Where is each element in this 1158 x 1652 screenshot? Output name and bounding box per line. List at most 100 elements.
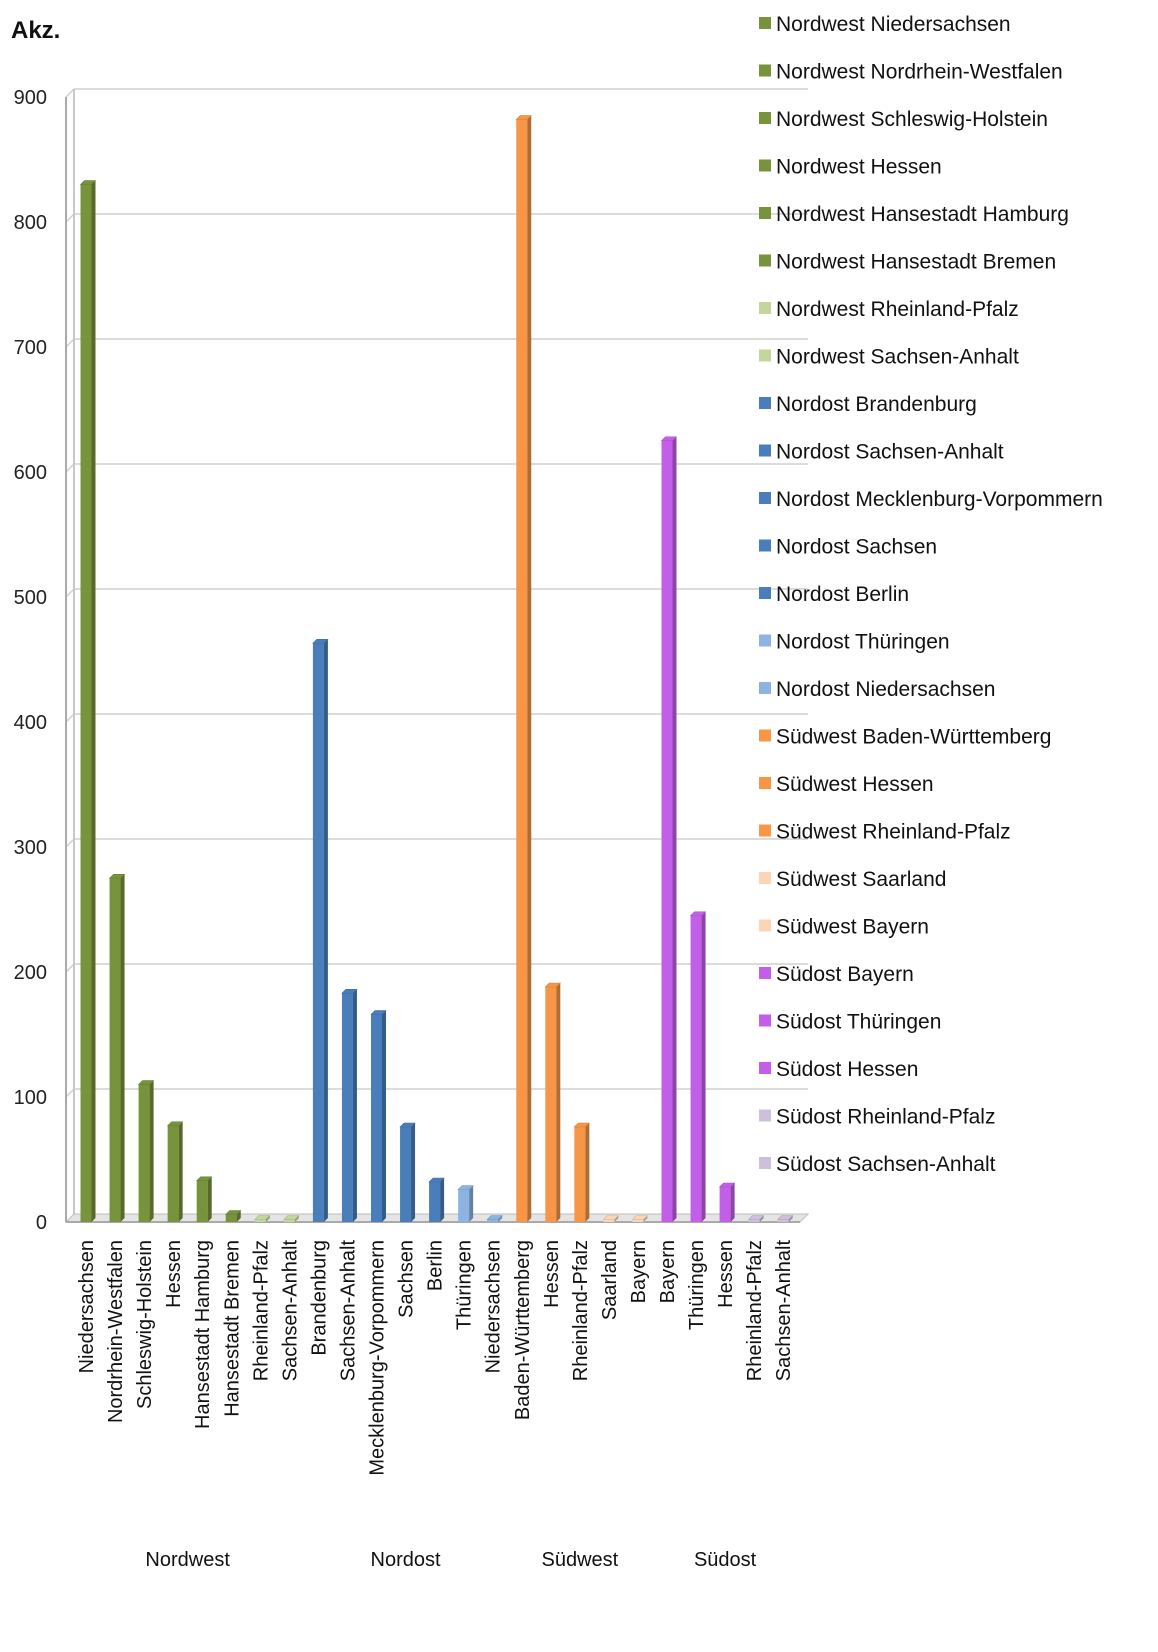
- legend-item: Nordwest Rheinland-Pfalz: [759, 298, 1019, 321]
- y-tick-label: 0: [36, 1212, 47, 1234]
- bar: [689, 911, 707, 1222]
- bar: [399, 1122, 416, 1222]
- legend-item: Südost Sachsen-Anhalt: [759, 1153, 996, 1176]
- legend-swatch: [759, 1062, 771, 1074]
- legend-label: Südwest Rheinland-Pfalz: [776, 821, 1011, 844]
- x-tick-label: Brandenburg: [308, 1240, 330, 1356]
- bar-top: [457, 1185, 474, 1190]
- bar: [573, 1122, 591, 1222]
- bar-front: [574, 1127, 586, 1222]
- bar-side: [323, 639, 328, 1222]
- bar-front: [458, 1189, 470, 1222]
- gridlines: [65, 88, 808, 1098]
- legend-label: Südost Bayern: [776, 963, 914, 986]
- bar-side: [411, 1123, 416, 1222]
- bar: [137, 1080, 155, 1222]
- y-tick-label: 400: [14, 712, 47, 734]
- legend-label: Südost Rheinland-Pfalz: [776, 1106, 995, 1129]
- gridline-depth: [65, 588, 75, 598]
- bar-front: [661, 440, 673, 1222]
- bar: [108, 873, 126, 1222]
- bar-side: [643, 1215, 648, 1222]
- legend-label: Nordwest Hansestadt Hamburg: [776, 203, 1069, 226]
- x-tick-label: Thüringen: [454, 1240, 476, 1330]
- legend-swatch: [759, 919, 771, 932]
- bar-side: [440, 1178, 445, 1222]
- bar: [79, 180, 97, 1222]
- x-tick-label: Sachsen-Anhalt: [773, 1240, 795, 1382]
- bar-top: [79, 180, 97, 185]
- bar-front: [516, 119, 528, 1222]
- legend-item: Südost Rheinland-Pfalz: [759, 1106, 995, 1129]
- bar-front: [80, 184, 92, 1222]
- x-tick-label: Thüringen: [686, 1240, 708, 1330]
- bar-front: [167, 1125, 179, 1222]
- bar: [660, 436, 678, 1222]
- legend-item: Südost Hessen: [759, 1058, 918, 1081]
- bar-top: [544, 982, 562, 988]
- legend-swatch: [759, 539, 771, 552]
- group-label: Südwest: [541, 1549, 618, 1571]
- bar-side: [178, 1121, 183, 1222]
- bar-front: [138, 1084, 150, 1222]
- x-tick-label: Mecklenburg-Vorpommern: [367, 1240, 389, 1476]
- bar-front: [748, 1219, 760, 1222]
- bar-top: [370, 1010, 387, 1015]
- bar-top: [108, 873, 126, 879]
- bar: [254, 1215, 271, 1222]
- legend-label: Nordwest Hessen: [776, 156, 942, 179]
- bar-front: [777, 1219, 789, 1222]
- legend-swatch: [759, 492, 771, 504]
- gridline-depth: [65, 213, 75, 223]
- gridline-depth: [65, 88, 75, 98]
- y-tick-label: 200: [14, 962, 47, 984]
- bar-side: [469, 1185, 474, 1222]
- legend-label: Nordwest Hansestadt Bremen: [776, 251, 1056, 274]
- bar-side: [294, 1215, 299, 1222]
- legend-item: Südwest Bayern: [759, 916, 929, 939]
- bar-top: [573, 1122, 591, 1128]
- legend-label: Südost Thüringen: [776, 1011, 941, 1034]
- bar-top: [428, 1177, 445, 1183]
- bar: [457, 1185, 474, 1222]
- bar: [283, 1215, 300, 1222]
- bar: [602, 1215, 620, 1222]
- gridline-depth: [65, 338, 75, 348]
- bar-front: [109, 878, 121, 1222]
- legend-item: Nordwest Niedersachsen: [759, 13, 1011, 36]
- y-tick-label: 100: [14, 1087, 47, 1109]
- bar-side: [585, 1123, 590, 1222]
- legend-label: Nordwest Nordrhein-Westfalen: [776, 61, 1063, 84]
- bars: [79, 115, 794, 1222]
- legend-swatch: [759, 634, 771, 647]
- legend-swatch: [759, 587, 771, 599]
- bar-side: [120, 874, 125, 1222]
- bar: [776, 1215, 794, 1222]
- bar-side: [236, 1210, 241, 1222]
- x-tick-label: Berlin: [425, 1240, 447, 1291]
- x-tick-label: Sachsen: [396, 1240, 418, 1318]
- bar: [225, 1210, 242, 1222]
- legend-swatch: [759, 1157, 771, 1169]
- x-tick-label: Nordrhein-Westfalen: [105, 1240, 127, 1423]
- bar: [370, 1010, 387, 1222]
- bar: [486, 1215, 503, 1222]
- legend-label: Südwest Saarland: [776, 868, 946, 891]
- bar-top: [225, 1210, 242, 1215]
- bar-top: [195, 1176, 213, 1182]
- legend-label: Nordost Thüringen: [776, 631, 950, 654]
- bar-front: [690, 915, 702, 1222]
- y-tick-label: 600: [14, 462, 47, 484]
- legend-swatch: [759, 444, 771, 457]
- legend-label: Nordost Brandenburg: [776, 393, 977, 416]
- bar-top: [254, 1215, 271, 1220]
- gridline-depth: [65, 963, 75, 973]
- y-tick-label: 900: [14, 87, 47, 109]
- bar-top: [341, 988, 358, 994]
- legend-swatch: [759, 397, 771, 409]
- gridline-depth: [65, 838, 75, 848]
- legend-swatch: [759, 159, 771, 172]
- legend-item: Südost Thüringen: [759, 1011, 941, 1034]
- bar-top: [283, 1215, 300, 1220]
